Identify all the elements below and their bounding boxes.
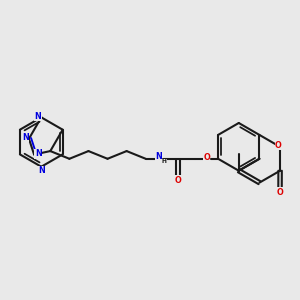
- Text: O: O: [203, 153, 210, 162]
- Text: N: N: [22, 133, 29, 142]
- Text: O: O: [275, 141, 282, 150]
- Text: N: N: [155, 152, 162, 161]
- Text: N: N: [38, 166, 45, 175]
- Text: N: N: [34, 112, 41, 121]
- Text: O: O: [277, 188, 284, 196]
- Text: H: H: [161, 159, 166, 164]
- Text: N: N: [35, 149, 42, 158]
- Text: O: O: [174, 176, 181, 185]
